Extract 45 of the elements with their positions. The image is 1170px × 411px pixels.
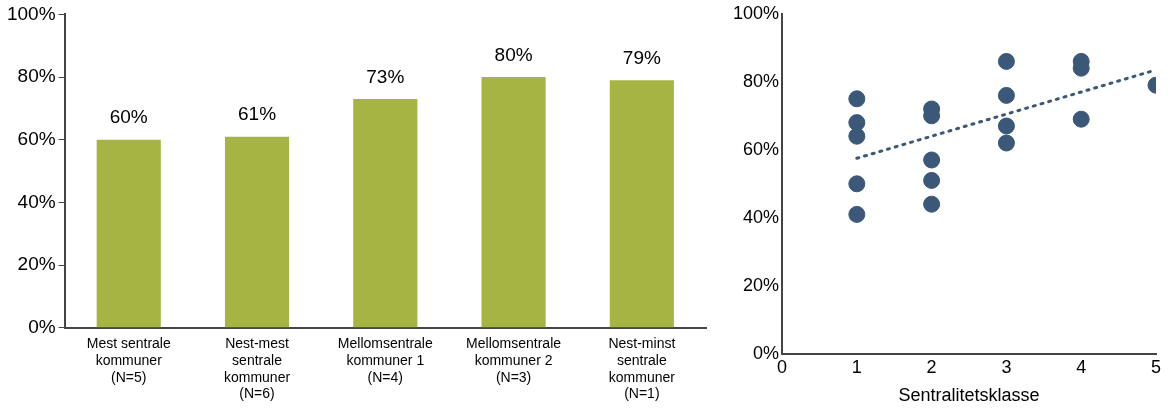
bar [96, 139, 161, 328]
y-tick-label: 40% [743, 206, 780, 227]
bar [224, 136, 290, 328]
data-label: 61% [238, 103, 277, 125]
x-tick-label: 5 [1150, 356, 1162, 377]
point [923, 151, 941, 169]
x-tick-label: 4 [1076, 356, 1087, 377]
point [923, 195, 941, 213]
x-tick-label: Mellomsentrale kommuner 2 (N=3) [466, 335, 562, 385]
y-tick-label: 40% [17, 190, 56, 212]
point [848, 205, 866, 223]
point [923, 171, 941, 189]
data-label: 60% [109, 106, 148, 128]
y-tick-label: 100% [6, 2, 56, 24]
data-label: 79% [622, 46, 661, 68]
y-tick-label: 20% [17, 253, 56, 275]
x-axis-title: Sentralitetsklasse [898, 385, 1040, 406]
x-tick-label: Mest sentrale kommuner (N=5) [86, 335, 171, 385]
point [997, 52, 1015, 70]
point [997, 86, 1015, 104]
x-tick-label: 2 [926, 356, 937, 377]
y-tick-label: 100% [732, 2, 780, 23]
x-tick-label: 0 [777, 356, 788, 377]
y-tick-label: 20% [743, 274, 780, 295]
x-tick-label: Mellomsentrale kommuner 1 (N=4) [337, 335, 433, 385]
bar [609, 80, 674, 328]
y-tick-label: 60% [743, 138, 780, 159]
point [848, 175, 866, 193]
point [997, 134, 1015, 152]
point [997, 117, 1015, 135]
y-tick-label: 0% [28, 316, 56, 338]
point [848, 90, 866, 108]
bar [353, 99, 418, 328]
x-tick-label: 1 [851, 356, 862, 377]
x-tick-label: Nest-minst sentrale kommuner (N=1) [608, 335, 676, 402]
point [1072, 110, 1090, 128]
data-label: 73% [366, 65, 405, 87]
bar [481, 77, 546, 328]
x-tick-label: 3 [1001, 356, 1012, 377]
y-tick-label: 80% [743, 70, 780, 91]
x-tick-label: Nest-mest sentrale kommuner (N=6) [223, 335, 291, 402]
y-tick-label: 60% [17, 127, 56, 149]
y-tick-label: 80% [17, 65, 56, 87]
point [848, 127, 866, 145]
data-label: 80% [494, 43, 533, 65]
